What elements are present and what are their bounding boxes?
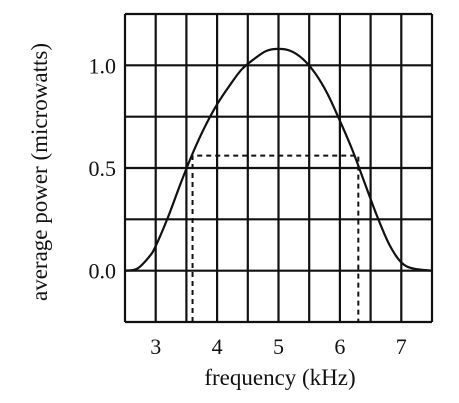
y-axis-label: average power (microwatts) [27,43,52,301]
x-tick-label-4: 7 [396,334,407,359]
x-tick-label-3: 6 [334,334,345,359]
x-axis-label: frequency (kHz) [204,365,355,390]
y-tick-label-0: 0.0 [89,259,117,284]
x-tick-label-1: 4 [212,334,223,359]
power-curve-0 [124,47,433,272]
tick-labels: 3 4 5 6 7 0.0 0.5 1.0 [89,53,407,359]
dashed-bracket [191,154,360,322]
x-tick-label-0: 3 [150,334,161,359]
y-tick-label-2: 1.0 [89,53,117,78]
dashed-bandwidth-annotation [191,154,360,322]
curve-layer [124,47,433,272]
y-tick-label-1: 0.5 [89,156,117,181]
x-tick-label-2: 5 [273,334,284,359]
grid [123,12,434,324]
